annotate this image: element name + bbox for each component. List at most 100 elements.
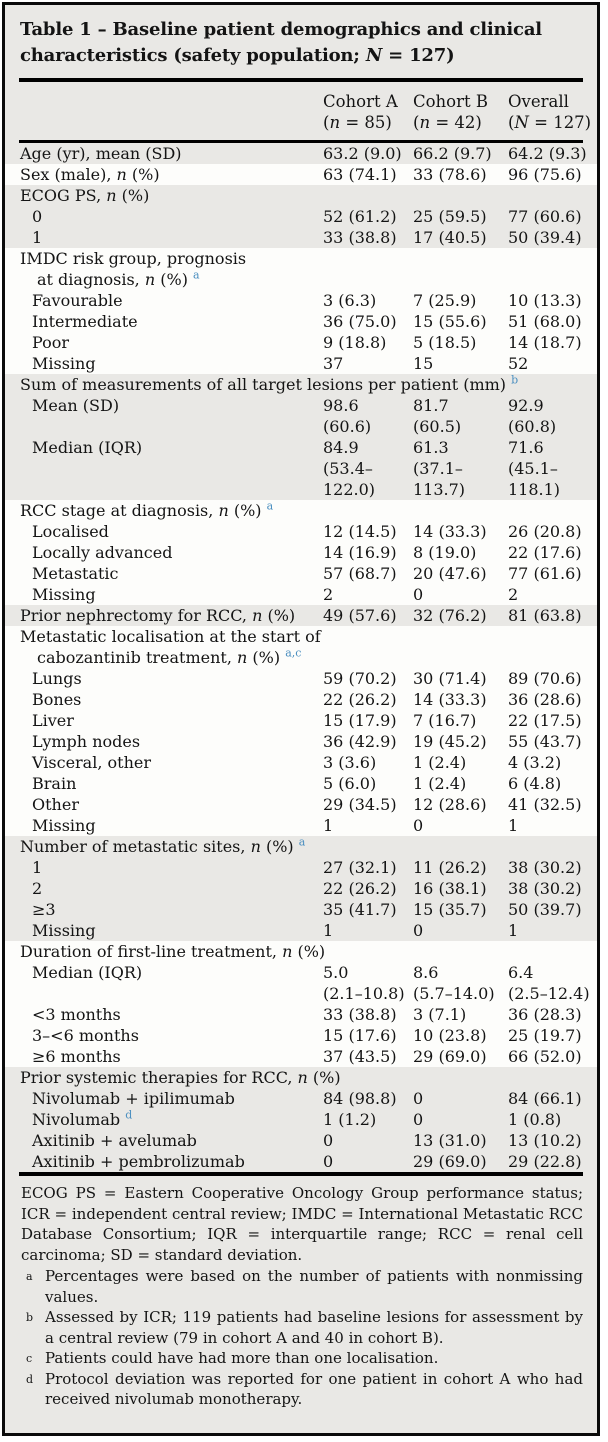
column-header-overall: Overall (N = 127) xyxy=(508,92,592,132)
cohort-a-value: 49 (57.6) xyxy=(323,606,397,625)
cohort-a-value: 1 xyxy=(323,921,334,940)
footnote-c: c Patients could have had more than one l… xyxy=(21,1348,583,1369)
overall-value: 36 (28.3) xyxy=(508,1005,582,1024)
table-row: Favourable 3 (6.3) 7 (25.9) 10 (13.3) xyxy=(5,290,597,311)
row-label: Lungs xyxy=(32,669,82,688)
cohort-a-value: 5 (6.0) xyxy=(323,774,377,793)
table-row: (2.1–10.8) (5.7–14.0) (2.5–12.4) xyxy=(5,983,597,1004)
table-row: Median (IQR) 84.9 61.3 71.6 xyxy=(5,437,597,458)
row-label: 0 xyxy=(32,207,43,226)
table-row: Bones 22 (26.2) 14 (33.3) 36 (28.6) xyxy=(5,689,597,710)
cohort-a-value: 37 xyxy=(323,354,344,373)
cohort-b-value: 0 xyxy=(413,816,424,835)
cohort-a-value: 14 (16.9) xyxy=(323,543,397,562)
row-label: Median (IQR) xyxy=(32,438,143,457)
row-label: Number of metastatic sites, n (%) a xyxy=(20,835,306,856)
cohort-a-value: 3 (3.6) xyxy=(323,753,377,772)
table-row: Intermediate 36 (75.0) 15 (55.6) 51 (68.0) xyxy=(5,311,597,332)
cohort-b-value: 66.2 (9.7) xyxy=(413,144,492,163)
cohort-a-value: 36 (42.9) xyxy=(323,732,397,751)
cohort-b-value: 10 (23.8) xyxy=(413,1026,487,1045)
cohort-a-value: 5.0 xyxy=(323,963,349,982)
cohort-a-value: (2.1–10.8) xyxy=(323,984,405,1003)
row-label: Prior systemic therapies for RCC, n (%) xyxy=(20,1068,341,1087)
cohort-b-value: 81.7 xyxy=(413,396,449,415)
overall-value: 25 (19.7) xyxy=(508,1026,582,1045)
cohort-a-value: 29 (34.5) xyxy=(323,795,397,814)
overall-value: 96 (75.6) xyxy=(508,165,582,184)
table-row: Metastatic localisation at the start of xyxy=(5,626,597,647)
footnote-text: Patients could have had more than one lo… xyxy=(45,1349,439,1367)
row-label: Poor xyxy=(32,333,70,352)
overall-value: 41 (32.5) xyxy=(508,795,582,814)
overall-value: 6.4 xyxy=(508,963,534,982)
table-row: Prior nephrectomy for RCC, n (%) 49 (57.6… xyxy=(5,605,597,626)
cohort-a-value: 33 (38.8) xyxy=(323,1005,397,1024)
cohort-b-value: 29 (69.0) xyxy=(413,1152,487,1171)
table-row: Brain 5 (6.0) 1 (2.4) 6 (4.8) xyxy=(5,773,597,794)
table-row: at diagnosis, n (%) a xyxy=(5,269,597,290)
cohort-a-value: 36 (75.0) xyxy=(323,312,397,331)
table-row: 0 52 (61.2) 25 (59.5) 77 (60.6) xyxy=(5,206,597,227)
footnote-marker: b xyxy=(511,373,519,387)
table-row: RCC stage at diagnosis, n (%) a xyxy=(5,500,597,521)
overall-value: 1 xyxy=(508,921,519,940)
cohort-a-value: 98.6 xyxy=(323,396,359,415)
table-row: Axitinib + pembrolizumab 0 29 (69.0) 29 (22… xyxy=(5,1151,597,1172)
cohort-b-value: (60.5) xyxy=(413,417,462,436)
row-label: Lymph nodes xyxy=(32,732,141,751)
cohort-b-value: (5.7–14.0) xyxy=(413,984,495,1003)
row-label xyxy=(5,416,323,437)
cohort-a-value: 1 (1.2) xyxy=(323,1110,377,1129)
cohort-a-value: 2 xyxy=(323,585,334,604)
row-label: ECOG PS, n (%) xyxy=(20,186,150,205)
table-row: Age (yr), mean (SD) 63.2 (9.0) 66.2 (9.7) 6… xyxy=(5,143,597,164)
cohort-a-value: (60.6) xyxy=(323,417,372,436)
table-row: Lymph nodes 36 (42.9) 19 (45.2) 55 (43.7) xyxy=(5,731,597,752)
cohort-b-value: 12 (28.6) xyxy=(413,795,487,814)
cohort-a-value: 27 (32.1) xyxy=(323,858,397,877)
overall-value: 55 (43.7) xyxy=(508,732,582,751)
table-row: Sum of measurements of all target lesion… xyxy=(5,374,597,395)
row-label: Favourable xyxy=(32,291,123,310)
table-1-card: Table 1 – Baseline patient demographics … xyxy=(2,2,600,1436)
table-row: Other 29 (34.5) 12 (28.6) 41 (32.5) xyxy=(5,794,597,815)
cohort-a-value: 12 (14.5) xyxy=(323,522,397,541)
cohort-b-value: 5 (18.5) xyxy=(413,333,477,352)
table-row: Missing 1 0 1 xyxy=(5,815,597,836)
row-label: Localised xyxy=(32,522,109,541)
cohort-b-value: 8.6 xyxy=(413,963,439,982)
cohort-a-value: 9 (18.8) xyxy=(323,333,387,352)
cohort-a-value: 84 (98.8) xyxy=(323,1089,397,1108)
cohort-b-value: 3 (7.1) xyxy=(413,1005,467,1024)
row-label: Missing xyxy=(32,354,96,373)
cohort-a-value: 63 (74.1) xyxy=(323,165,397,184)
overall-value: 26 (20.8) xyxy=(508,522,582,541)
abbreviations-text: ECOG PS = Eastern Cooperative Oncology G… xyxy=(21,1184,583,1264)
footnote-marker: a xyxy=(266,499,274,513)
footnote-text: Assessed by ICR; 119 patients had baseli… xyxy=(45,1308,583,1347)
table-row: Median (IQR) 5.0 8.6 6.4 xyxy=(5,962,597,983)
footnotes: ECOG PS = Eastern Cooperative Oncology G… xyxy=(5,1176,597,1418)
cohort-b-value: 0 xyxy=(413,1110,424,1129)
cohort-b-value: 15 (55.6) xyxy=(413,312,487,331)
cohort-a-value: 59 (70.2) xyxy=(323,669,397,688)
row-label: ≥6 months xyxy=(32,1047,121,1066)
overall-value: 38 (30.2) xyxy=(508,858,582,877)
footnote-marker: d xyxy=(26,1372,34,1386)
title-rule xyxy=(19,78,583,82)
row-label: 2 xyxy=(32,879,43,898)
overall-value: 89 (70.6) xyxy=(508,669,582,688)
table-row: Locally advanced 14 (16.9) 8 (19.0) 22 (17.… xyxy=(5,542,597,563)
cohort-b-value: 1 (2.4) xyxy=(413,753,467,772)
cohort-a-value: 63.2 (9.0) xyxy=(323,144,402,163)
table-row: ≥3 35 (41.7) 15 (35.7) 50 (39.7) xyxy=(5,899,597,920)
row-label: Metastatic localisation at the start of xyxy=(20,627,321,646)
table-row: 122.0) 113.7) 118.1) xyxy=(5,479,597,500)
table-row: Lungs 59 (70.2) 30 (71.4) 89 (70.6) xyxy=(5,668,597,689)
overall-value: 51 (68.0) xyxy=(508,312,582,331)
footnote-marker: a xyxy=(298,835,306,849)
table-row: Mean (SD) 98.6 81.7 92.9 xyxy=(5,395,597,416)
overall-value: (2.5–12.4) xyxy=(508,984,590,1003)
table-row: (53.4– (37.1– (45.1– xyxy=(5,458,597,479)
